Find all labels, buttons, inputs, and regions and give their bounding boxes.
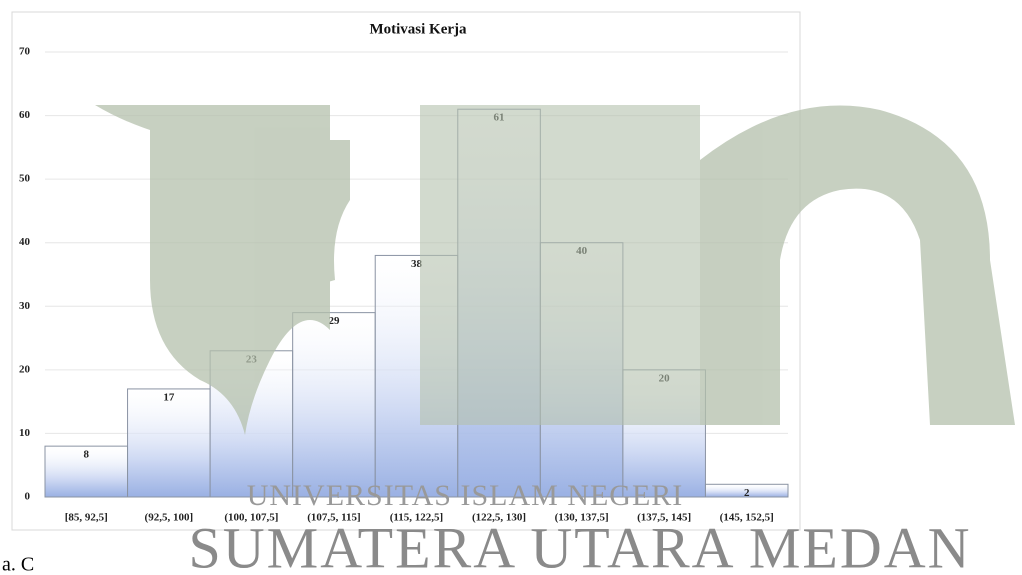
y-tick-label: 30 (19, 300, 31, 312)
y-tick-label: 60 (19, 109, 31, 121)
x-tick-label: (122,5, 130] (472, 512, 526, 524)
y-tick-label: 70 (19, 46, 31, 58)
x-tick-label: (92,5, 100] (145, 512, 194, 524)
y-tick-label: 0 (25, 491, 31, 503)
value-label: 38 (411, 258, 423, 270)
y-tick-label: 50 (19, 173, 31, 185)
y-tick-label: 40 (19, 236, 31, 248)
watermark-line2: SUMATERA UTARA MEDAN (189, 515, 972, 575)
x-tick-label: (107,5, 115] (307, 512, 360, 524)
value-label: 29 (328, 315, 340, 327)
value-label: 8 (84, 449, 90, 461)
value-label: 17 (163, 391, 175, 403)
value-label: 2 (744, 487, 750, 499)
x-tick-label: (130, 137,5] (555, 512, 609, 524)
bar (704, 483, 789, 498)
chart-title: Motivasi Kerja (369, 21, 467, 37)
x-tick-label: (100, 107,5] (224, 512, 278, 524)
caption: a. C (2, 554, 34, 575)
bar (127, 388, 211, 498)
y-tick-label: 10 (19, 427, 31, 439)
y-tick-label: 20 (19, 363, 31, 375)
bar (292, 312, 376, 498)
watermark-logo (95, 105, 1015, 435)
x-tick-label: (137,5, 145] (637, 512, 691, 524)
x-tick-label: (145, 152,5] (720, 512, 774, 524)
x-tick-label: [85, 92,5] (65, 512, 108, 524)
watermark-line1: UNIVERSITAS ISLAM NEGERI (247, 479, 684, 512)
x-tick-label: (115, 122,5] (390, 512, 443, 524)
